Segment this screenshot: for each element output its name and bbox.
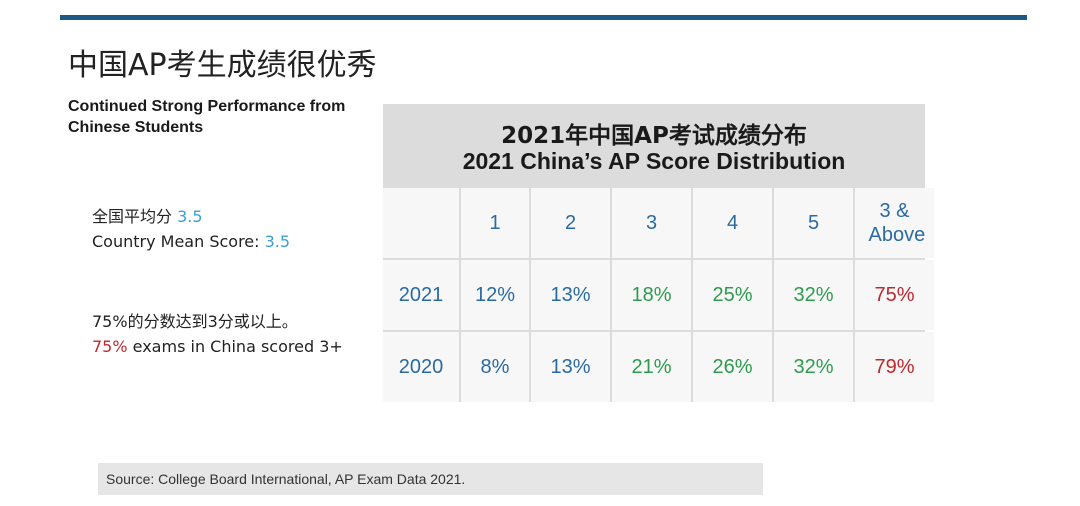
stat-mean-en: Country Mean Score: 3.5 — [92, 232, 290, 251]
stat-pass-zh-label: 75%的分数达到3分或以上。 — [92, 312, 298, 331]
column-header-4: 4 — [693, 188, 772, 258]
table-cell-2021-4: 25% — [693, 260, 772, 330]
column-header-1: 1 — [461, 188, 529, 258]
table-corner-cell — [383, 188, 459, 258]
stat-pass-en-value: 75% — [92, 337, 128, 356]
table-title: 2021年中国AP考试成绩分布 — [501, 123, 807, 149]
column-header-4-text: 4 — [726, 212, 739, 234]
table-cell-2021-2-text: 13% — [550, 284, 591, 306]
stat-mean-en-value: 3.5 — [264, 232, 291, 251]
table-cell-2021-2: 13% — [531, 260, 610, 330]
column-header-6: 3 & Above — [855, 188, 934, 258]
table-cell-2020-4-text: 26% — [712, 356, 753, 378]
stat-pass-en: 75% exams in China scored 3+ — [92, 337, 343, 356]
table-cell-2020-4: 26% — [693, 332, 772, 402]
column-header-5: 5 — [774, 188, 853, 258]
column-header-1-text: 1 — [489, 212, 501, 234]
table-cell-2020-2: 13% — [531, 332, 610, 402]
column-header-3-text: 3 — [645, 212, 658, 234]
table-cell-2020-5: 32% — [774, 332, 853, 402]
table-header: 2021年中国AP考试成绩分布 2021 China’s AP Score Di… — [383, 104, 925, 188]
column-header-6-text: 3 & Above — [868, 200, 926, 246]
stat-pass-zh: 75%的分数达到3分或以上。 — [92, 308, 298, 332]
source-box: Source: College Board International, AP … — [98, 463, 763, 495]
table-cell-2021-6-text: 75% — [874, 284, 915, 306]
table-cell-2020-3: 21% — [612, 332, 691, 402]
score-distribution-table: 2021年中国AP考试成绩分布 2021 China’s AP Score Di… — [383, 104, 934, 402]
column-header-5-text: 5 — [807, 212, 820, 234]
table-subtitle: 2021 China’s AP Score Distribution — [462, 148, 846, 174]
column-header-2-text: 2 — [564, 212, 577, 234]
table-cell-2021-3-text: 18% — [631, 284, 672, 306]
row-label-2020: 2020 — [383, 332, 459, 402]
table-cell-2020-2-text: 13% — [550, 356, 591, 378]
table-cell-2021-5-text: 32% — [793, 284, 834, 306]
column-header-3: 3 — [612, 188, 691, 258]
table-cell-2020-1: 8% — [461, 332, 529, 402]
stat-mean-en-label: Country Mean Score: — [92, 232, 265, 251]
row-label-2021-text: 2021 — [398, 284, 444, 306]
source-text: Source: College Board International, AP … — [106, 471, 466, 487]
stat-pass-en-label: exams in China scored 3+ — [127, 337, 343, 356]
table-cell-2021-6: 75% — [855, 260, 934, 330]
table-cell-2021-5: 32% — [774, 260, 853, 330]
table-grid: 1 2 3 4 5 3 & Above 2021 12% 13% 18% 25% 32% 75% 2020… — [383, 188, 934, 402]
row-label-2021: 2021 — [383, 260, 459, 330]
table-cell-2021-4-text: 25% — [712, 284, 753, 306]
row-label-2020-text: 2020 — [398, 356, 444, 378]
table-cell-2020-6-text: 79% — [874, 356, 915, 378]
table-cell-2020-3-text: 21% — [631, 356, 672, 378]
slide-subtitle: Continued Strong Performance from Chines… — [68, 98, 346, 136]
table-cell-2020-6: 79% — [855, 332, 934, 402]
top-accent-bar — [60, 15, 1027, 20]
table-cell-2021-1: 12% — [461, 260, 529, 330]
stat-mean-zh-label: 全国平均分 — [92, 207, 178, 226]
column-header-2: 2 — [531, 188, 610, 258]
slide-title: 中国AP考生成绩很优秀 — [68, 48, 377, 83]
table-cell-2020-1-text: 8% — [480, 356, 510, 378]
stat-mean-zh: 全国平均分 3.5 — [92, 203, 203, 227]
table-cell-2020-5-text: 32% — [793, 356, 834, 378]
table-cell-2021-3: 18% — [612, 260, 691, 330]
stat-mean-zh-value: 3.5 — [177, 207, 203, 226]
table-cell-2021-1-text: 12% — [474, 284, 516, 306]
